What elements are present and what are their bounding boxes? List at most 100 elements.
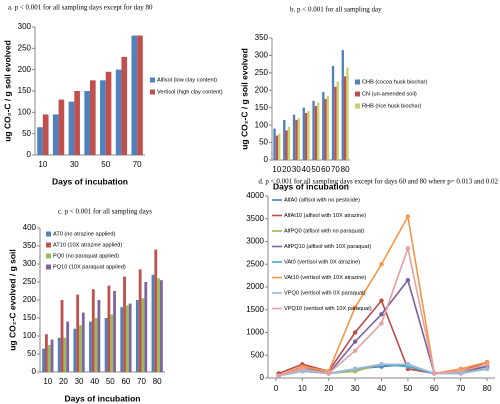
y-tick-label: 4000 <box>246 191 264 200</box>
bar <box>275 135 279 160</box>
bar <box>287 126 291 160</box>
x-tick-label: 40 <box>90 377 99 386</box>
bar <box>144 282 148 372</box>
legend-label: VAt10 (vertisol with 10X atrazine) <box>284 275 366 281</box>
y-tick-label: 500 <box>251 350 265 359</box>
y-tick-label: 150 <box>23 313 37 322</box>
y-tick-label: 50 <box>22 129 31 138</box>
x-tick-label: 70 <box>331 165 340 174</box>
point <box>379 362 384 367</box>
y-tick-label: 300 <box>255 51 269 60</box>
bar <box>317 102 320 160</box>
bar <box>336 81 339 160</box>
y-tick-label: 150 <box>255 103 269 112</box>
bar <box>113 291 116 372</box>
x-tick-label: 0 <box>274 384 279 393</box>
bar <box>104 318 108 372</box>
point <box>379 298 384 303</box>
x-tick-label: 10 <box>298 384 307 393</box>
bar <box>341 50 344 161</box>
y-tick-label: 0 <box>32 367 37 376</box>
y-tick-label: 350 <box>23 241 37 250</box>
legend-label: CN (un-amended soil) <box>362 91 417 97</box>
y-tick-label: 50 <box>27 349 36 358</box>
legend-label: VAt0 (vertisol with 0X atrazine) <box>284 259 360 265</box>
y-axis-title: ug CO₂-C evolved / g soil <box>7 249 17 351</box>
x-tick-label: 70 <box>133 160 142 169</box>
bar <box>110 314 114 372</box>
x-tick-label: 30 <box>75 377 84 386</box>
y-axis-title: ug CO₂-C / g soil evolved <box>2 40 12 142</box>
legend-label: AT0 (no atrazine applied) <box>53 231 116 237</box>
bar <box>334 86 337 160</box>
y-tick-label: 250 <box>255 68 269 77</box>
y-axis-title: ug CO₂-C / g soil evolved <box>239 48 249 150</box>
legend-label: AT10 (10X atrazine applied) <box>53 242 122 248</box>
bar <box>312 100 315 160</box>
y-tick-label: 0 <box>260 373 265 382</box>
point <box>352 348 358 353</box>
legend-label: Alfisol (low clay content) <box>157 77 217 83</box>
bar <box>137 35 143 155</box>
legend-swatch <box>46 242 51 248</box>
legend-label: PQ10 (10X paraquat applied) <box>53 264 126 270</box>
bar <box>74 91 80 155</box>
x-tick-label: 80 <box>153 377 162 386</box>
bar <box>47 345 51 372</box>
point <box>379 262 384 267</box>
y-tick-label: 100 <box>18 107 32 116</box>
y-tick-label: 2000 <box>246 282 264 291</box>
bar <box>343 76 347 160</box>
y-tick-label: 400 <box>23 223 37 232</box>
x-tick-label: 80 <box>483 384 492 393</box>
bar <box>141 298 145 372</box>
y-tick-label: 1000 <box>246 328 264 337</box>
bar <box>322 92 325 160</box>
legend-swatch <box>355 103 360 109</box>
point <box>432 371 437 376</box>
bar <box>121 56 128 155</box>
bar <box>154 249 158 372</box>
y-tick-label: 100 <box>23 331 37 340</box>
point <box>484 362 490 367</box>
x-tick-label: 50 <box>101 160 110 169</box>
point <box>352 330 358 335</box>
bar <box>331 65 335 160</box>
bar <box>326 95 330 160</box>
x-tick-label: 10 <box>272 165 281 174</box>
bar <box>94 318 98 372</box>
bar <box>304 112 308 160</box>
x-tick-label: 10 <box>43 377 52 386</box>
bar <box>123 276 126 372</box>
point <box>326 371 331 376</box>
x-tick-label: 50 <box>106 377 115 386</box>
bar <box>160 280 163 372</box>
x-tick-label: 60 <box>321 165 330 174</box>
bar <box>324 99 327 160</box>
x-axis-title: Days of incubation <box>64 393 140 403</box>
point <box>352 366 358 372</box>
x-axis-title: Days of incubation <box>52 176 128 186</box>
bar <box>107 285 111 372</box>
x-tick-label: 60 <box>121 377 130 386</box>
y-tick-label: 50 <box>259 138 268 147</box>
legend-label: VPQ0 (vertisol with 0X paraquat) <box>284 290 366 296</box>
bar <box>297 118 300 160</box>
y-tick-label: 0 <box>27 150 32 159</box>
point <box>484 366 490 372</box>
bar <box>292 114 296 160</box>
bar <box>89 321 92 372</box>
y-tick-label: 3500 <box>246 214 264 223</box>
x-tick-label: 40 <box>302 165 311 174</box>
bar <box>45 334 48 372</box>
chart-title: c. p < 0.001 for all sampling days <box>58 208 152 216</box>
point <box>458 368 463 374</box>
legend-label: CHB (cocoa husk biochar) <box>362 79 427 85</box>
bar <box>157 278 160 372</box>
y-tick-label: 2500 <box>246 259 264 268</box>
y-tick-label: 350 <box>255 33 269 42</box>
bar <box>60 300 64 372</box>
legend-label: Vertisol (high clay content) <box>157 89 223 95</box>
bar <box>131 35 138 155</box>
